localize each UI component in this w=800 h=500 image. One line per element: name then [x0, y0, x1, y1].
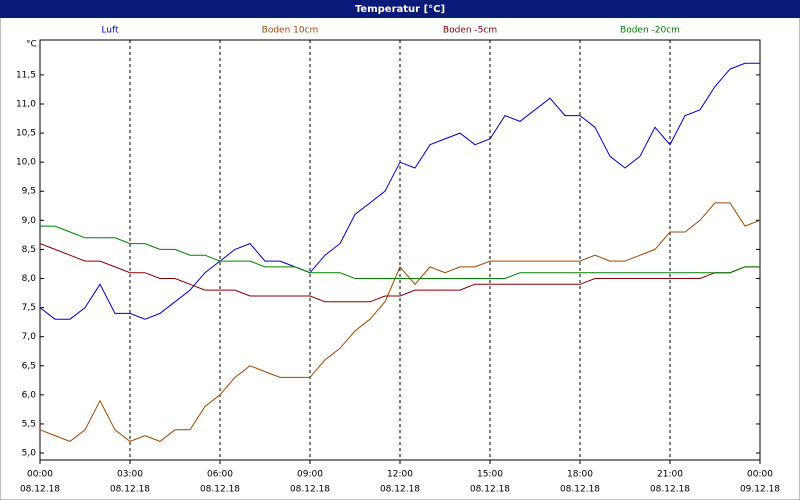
y-tick-label: 11,0 [16, 99, 36, 109]
x-tick-date: 08.12.18 [650, 485, 690, 495]
x-tick-date: 08.12.18 [20, 485, 60, 495]
series-line [39, 62, 760, 320]
x-tick-label: 15:00 [477, 470, 503, 480]
x-tick-label: 06:00 [207, 470, 233, 480]
series-line [39, 202, 761, 442]
y-axis-label: °C [26, 40, 37, 50]
y-tick-label: 8,0 [22, 274, 37, 284]
x-tick-label: 12:00 [387, 470, 413, 480]
y-tick-label: 9,5 [22, 187, 36, 197]
series-line [39, 243, 760, 303]
x-tick-date: 08.12.18 [470, 485, 510, 495]
y-tick-label: 5,5 [22, 419, 36, 429]
title-bar [0, 0, 800, 18]
y-tick-label: 9,0 [22, 216, 37, 226]
y-tick-label: 7,0 [22, 332, 37, 342]
y-tick-label: 6,5 [22, 361, 36, 371]
x-tick-date: 08.12.18 [380, 485, 420, 495]
x-tick-date: 08.12.18 [110, 485, 150, 495]
y-tick-label: 11,5 [16, 70, 36, 80]
y-tick-label: 6,0 [22, 390, 37, 400]
y-tick-label: 10,0 [16, 158, 36, 168]
legend-label: Boden -5cm [443, 26, 497, 36]
y-tick-label: 10,5 [16, 129, 36, 139]
legend-label: Luft [101, 26, 119, 36]
x-tick-label: 18:00 [567, 470, 593, 480]
legend-label: Boden 10cm [262, 26, 319, 36]
x-tick-label: 03:00 [117, 470, 143, 480]
x-tick-date: 08.12.18 [290, 485, 330, 495]
x-tick-date: 08.12.18 [200, 485, 240, 495]
y-tick-label: 8,5 [22, 245, 36, 255]
y-tick-label: 7,5 [22, 303, 36, 313]
x-tick-date: 09.12.18 [740, 485, 780, 495]
legend-label: Boden -20cm [620, 26, 680, 36]
x-tick-date: 08.12.18 [560, 485, 600, 495]
x-tick-label: 00:00 [27, 470, 53, 480]
x-tick-label: 00:00 [747, 470, 773, 480]
x-tick-label: 09:00 [297, 470, 323, 480]
series-line [40, 225, 760, 279]
chart-title: Temperatur [°C] [355, 4, 445, 15]
x-tick-label: 21:00 [657, 470, 683, 480]
y-tick-label: 5,0 [22, 449, 37, 459]
